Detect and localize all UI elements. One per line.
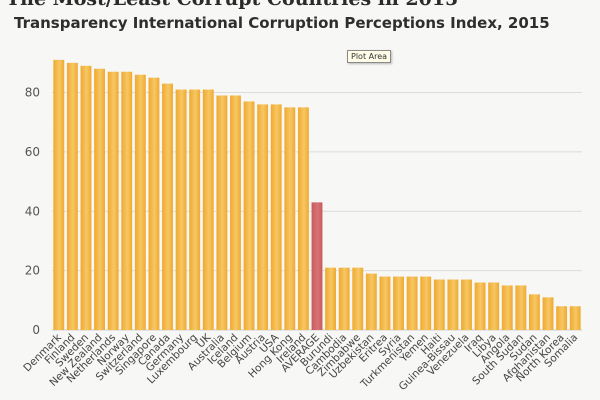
bar-average[interactable]	[311, 202, 323, 330]
bar[interactable]	[270, 104, 282, 331]
bar[interactable]	[325, 267, 337, 330]
bar[interactable]	[461, 279, 472, 330]
y-tick-label: 60	[25, 145, 40, 159]
y-tick-label: 80	[25, 86, 40, 100]
bar[interactable]	[175, 89, 187, 330]
header-title-cut: The Most/Least Corrupt Countries in 2015	[6, 0, 458, 10]
bar[interactable]	[189, 89, 201, 330]
bar[interactable]	[393, 276, 404, 330]
bar[interactable]	[134, 74, 146, 330]
bar[interactable]	[80, 65, 92, 330]
bar[interactable]	[529, 294, 540, 330]
bar[interactable]	[433, 279, 445, 330]
bar[interactable]	[420, 276, 432, 330]
bars	[53, 59, 581, 331]
bar[interactable]	[66, 62, 78, 331]
bar[interactable]	[338, 267, 350, 330]
bar[interactable]	[257, 104, 269, 331]
y-tick-label: 20	[25, 264, 40, 278]
bar[interactable]	[542, 297, 554, 330]
bar[interactable]	[515, 285, 527, 330]
bar[interactable]	[53, 59, 65, 331]
bar[interactable]	[474, 282, 486, 330]
bar[interactable]	[365, 273, 377, 330]
chart-title: Transparency International Corruption Pe…	[14, 14, 550, 32]
bar[interactable]	[284, 107, 296, 331]
bar[interactable]	[148, 77, 160, 331]
bar[interactable]	[352, 267, 364, 330]
bar[interactable]	[379, 276, 391, 330]
bar[interactable]	[162, 83, 173, 331]
y-tick-label: 40	[25, 204, 40, 218]
bar[interactable]	[556, 306, 568, 330]
bar[interactable]	[107, 71, 119, 330]
bar[interactable]	[216, 95, 228, 331]
bar[interactable]	[447, 279, 459, 330]
bar[interactable]	[297, 107, 309, 331]
bar[interactable]	[569, 306, 581, 330]
bar[interactable]	[121, 71, 133, 330]
bar[interactable]	[406, 276, 418, 330]
bar[interactable]	[94, 68, 105, 330]
y-tick-label: 0	[32, 323, 40, 337]
bar[interactable]	[501, 285, 513, 330]
bar[interactable]	[230, 95, 241, 331]
plot-area-tooltip: Plot Area	[347, 50, 392, 63]
bar[interactable]	[202, 89, 214, 330]
bar[interactable]	[243, 101, 255, 331]
y-axis: 0 20 40 60 80	[25, 86, 40, 337]
bar[interactable]	[488, 282, 500, 330]
